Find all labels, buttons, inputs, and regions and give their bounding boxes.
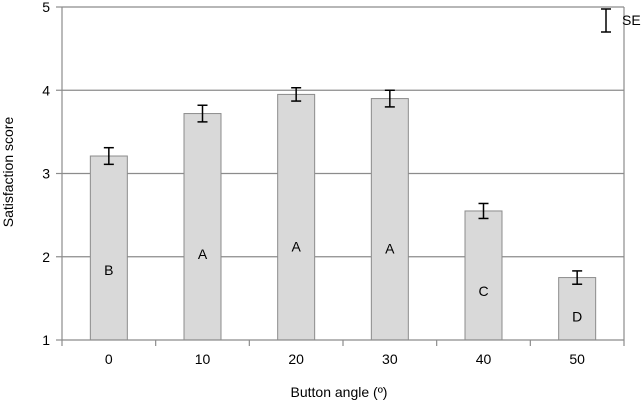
legend-errorbar-icon	[601, 8, 611, 33]
x-tick-label: 40	[476, 351, 492, 367]
y-tick-label: 5	[42, 0, 50, 15]
error-bar	[103, 146, 114, 166]
x-tick-labels: 0 10 20 30 40 50	[105, 351, 585, 367]
bar	[464, 210, 503, 341]
y-tick-label: 1	[42, 332, 50, 348]
y-tick-label: 3	[42, 166, 50, 182]
legend-label: SE	[622, 12, 641, 28]
axes	[56, 6, 625, 346]
bars	[89, 93, 597, 341]
y-tick-label: 4	[42, 82, 50, 98]
bar-group-label: A	[198, 246, 208, 262]
bar-group-label: B	[104, 262, 113, 278]
y-tick-label: 2	[42, 249, 50, 265]
error-bar	[197, 104, 208, 123]
bar	[558, 277, 597, 341]
bar-group-label: C	[478, 283, 488, 299]
error-bars	[103, 87, 583, 285]
x-tick-label: 10	[195, 351, 211, 367]
bar-group-label: D	[572, 308, 582, 324]
error-bar	[291, 87, 302, 102]
bar	[89, 155, 128, 341]
x-axis-title: Button angle (º)	[291, 384, 388, 400]
x-tick-label: 0	[105, 351, 113, 367]
x-tick-label: 30	[382, 351, 398, 367]
bar-group-labels: B A A A C D	[104, 239, 582, 325]
bar	[183, 113, 222, 341]
y-tick-labels: 1 2 3 4 5	[42, 0, 50, 348]
bar	[370, 98, 409, 341]
bar-group-label: A	[291, 239, 301, 255]
bar-group-label: A	[385, 240, 395, 256]
error-bar	[478, 202, 489, 220]
x-tick-label: 50	[569, 351, 585, 367]
error-bar	[384, 89, 395, 108]
bar	[277, 93, 316, 341]
y-axis-title: Satisfaction score	[0, 117, 16, 228]
legend: SE	[601, 8, 641, 33]
x-tick-label: 20	[288, 351, 304, 367]
gridlines	[62, 6, 624, 258]
error-bar	[572, 270, 583, 285]
